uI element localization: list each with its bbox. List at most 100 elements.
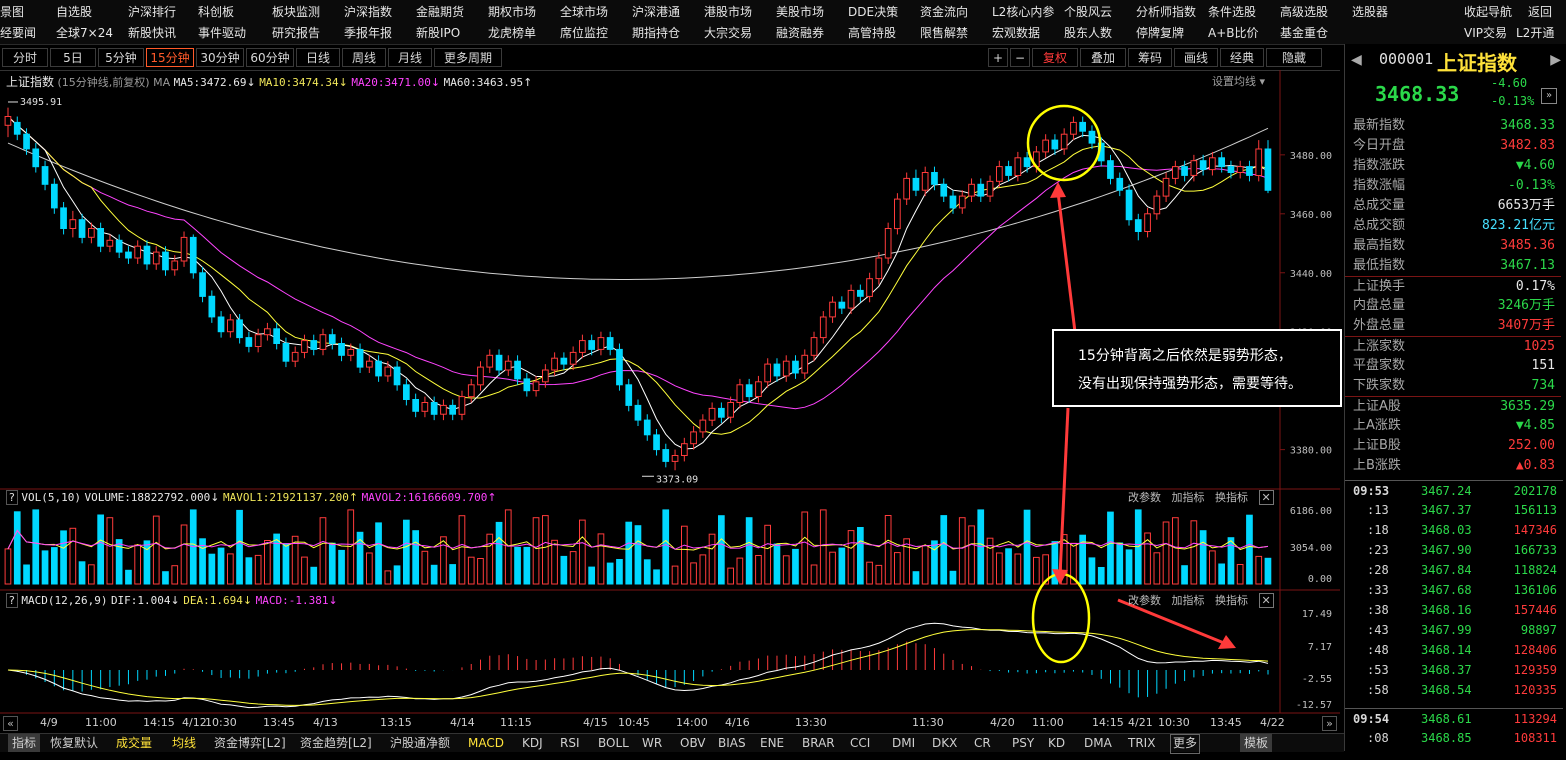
x-axis-label[interactable]: 4/20 xyxy=(990,716,1015,729)
tick-price[interactable]: 3468.37 xyxy=(1421,663,1472,677)
quote-row[interactable]: 最低指数 3467.13 xyxy=(1345,256,1561,276)
quote-label[interactable]: 上证B股 xyxy=(1353,438,1401,453)
tick-price[interactable]: 3468.54 xyxy=(1421,683,1472,697)
tool-chips[interactable]: 筹码 xyxy=(1128,48,1172,67)
tick-price[interactable]: 3468.14 xyxy=(1421,643,1472,657)
x-axis-label[interactable]: 11:30 xyxy=(912,716,944,729)
menu-item[interactable]: 返回 xyxy=(1528,5,1553,19)
menu-item[interactable]: L2开通 xyxy=(1516,26,1555,40)
tick-row[interactable]: 09:53 3467.24 202178 xyxy=(1345,480,1563,501)
x-axis-label[interactable]: 13:45 xyxy=(1210,716,1242,729)
tool-hide[interactable]: 隐藏 xyxy=(1266,48,1322,67)
tick-row[interactable]: :38 3468.16 157446 xyxy=(1345,600,1563,620)
x-axis-label[interactable]: 14:15 xyxy=(143,716,175,729)
indicator-tab[interactable]: BIAS xyxy=(718,736,746,750)
x-axis-label[interactable]: 11:00 xyxy=(85,716,117,729)
menu-item[interactable]: 沪深排行 xyxy=(128,5,177,19)
quote-label[interactable]: 上B涨跌 xyxy=(1353,458,1401,473)
tick-time[interactable]: :23 xyxy=(1367,543,1389,557)
quote-value[interactable]: 823.21亿元 xyxy=(1482,218,1555,233)
quote-label[interactable]: 指数涨幅 xyxy=(1353,178,1406,193)
quote-value[interactable]: 3482.83 xyxy=(1500,138,1555,153)
quote-value[interactable]: ▼4.85 xyxy=(1515,418,1555,433)
quote-row[interactable]: 上B涨跌 ▲0.83 xyxy=(1345,456,1561,476)
macd-switch-indicator[interactable]: 换指标 xyxy=(1215,594,1248,607)
tool-classic[interactable]: 经典 xyxy=(1220,48,1264,67)
quote-row[interactable]: 上A涨跌 ▼4.85 xyxy=(1345,416,1561,436)
quote-label[interactable]: 上证A股 xyxy=(1353,399,1401,414)
close-icon[interactable]: ✕ xyxy=(1258,593,1274,608)
x-axis-label[interactable]: 4/14 xyxy=(450,716,475,729)
tick-price[interactable]: 3468.85 xyxy=(1421,731,1472,745)
tick-price[interactable]: 3468.61 xyxy=(1421,712,1472,726)
menu-item[interactable]: 全球7×24 xyxy=(56,26,113,40)
tick-row[interactable]: :33 3467.68 136106 xyxy=(1345,580,1563,600)
tick-volume[interactable]: 113294 xyxy=(1513,712,1557,726)
period-tab[interactable]: 日线 xyxy=(296,48,340,67)
menu-item[interactable]: 股东人数 xyxy=(1064,26,1113,40)
x-axis-label[interactable]: 4/16 xyxy=(725,716,750,729)
menu-item[interactable]: 自选股 xyxy=(56,5,93,19)
quote-row[interactable]: 指数涨跌 ▼4.60 xyxy=(1345,156,1561,176)
menu-item[interactable]: 事件驱动 xyxy=(198,26,247,40)
kline-chart[interactable]: 3480.003460.003440.003420.003400.003380.… xyxy=(0,70,1340,760)
tick-row[interactable]: 09:54 3468.61 113294 xyxy=(1345,708,1563,729)
quote-label[interactable]: 总成交额 xyxy=(1353,218,1406,233)
x-axis-label[interactable]: 4/22 xyxy=(1260,716,1285,729)
quote-value[interactable]: ▼4.60 xyxy=(1515,158,1555,173)
tick-time[interactable]: :38 xyxy=(1367,603,1389,617)
quote-label[interactable]: 上涨家数 xyxy=(1353,339,1406,354)
indicator-tab[interactable]: 恢复默认 xyxy=(50,736,99,750)
menu-item[interactable]: 季报年报 xyxy=(344,26,393,40)
tick-volume[interactable]: 202178 xyxy=(1513,484,1557,498)
tick-price[interactable]: 3467.99 xyxy=(1421,623,1472,637)
period-tab[interactable]: 15分钟 xyxy=(146,48,194,67)
menu-item[interactable]: A+B比价 xyxy=(1208,26,1259,40)
scroll-left-icon[interactable]: « xyxy=(3,716,18,731)
tick-row[interactable]: :43 3467.99 98897 xyxy=(1345,620,1563,640)
tick-row[interactable]: :08 3468.85 108311 xyxy=(1345,728,1563,748)
quote-value[interactable]: ▲0.83 xyxy=(1515,458,1555,473)
x-axis-label[interactable]: 4/9 xyxy=(40,716,58,729)
menu-item[interactable]: 个股风云 xyxy=(1064,5,1113,19)
quote-value[interactable]: 3485.36 xyxy=(1500,238,1555,253)
quote-value[interactable]: 3407万手 xyxy=(1497,318,1555,333)
menu-item[interactable]: 收起导航 xyxy=(1464,5,1513,19)
menu-item[interactable]: 停牌复牌 xyxy=(1136,26,1185,40)
menu-item[interactable]: VIP交易 xyxy=(1464,26,1507,40)
indicator-tab[interactable]: 资金博弈[L2] xyxy=(214,736,286,750)
menu-item[interactable]: 期指持仓 xyxy=(632,26,681,40)
tool-minus[interactable]: − xyxy=(1010,48,1030,67)
question-icon[interactable]: ? xyxy=(6,593,18,608)
quote-row[interactable]: 总成交额 823.21亿元 xyxy=(1345,216,1561,236)
tick-time[interactable]: :08 xyxy=(1367,731,1389,745)
quote-value[interactable]: 3468.33 xyxy=(1500,118,1555,133)
quote-label[interactable]: 上A涨跌 xyxy=(1353,418,1401,433)
menu-item[interactable]: 沪深港通 xyxy=(632,5,681,19)
x-axis-label[interactable]: 4/21 xyxy=(1128,716,1153,729)
indicator-tab[interactable]: PSY xyxy=(1012,736,1035,750)
quote-value[interactable]: 3635.29 xyxy=(1500,399,1555,414)
quote-label[interactable]: 最高指数 xyxy=(1353,238,1406,253)
chevron-left-icon[interactable]: ◀ xyxy=(1351,52,1362,68)
indicator-tab[interactable]: 更多 xyxy=(1170,734,1201,754)
quote-row[interactable]: 今日开盘 3482.83 xyxy=(1345,136,1561,156)
quote-row[interactable]: 最新指数 3468.33 xyxy=(1345,116,1561,136)
quote-row[interactable]: 指数涨幅 -0.13% xyxy=(1345,176,1561,196)
indicator-tab[interactable]: 模板 xyxy=(1240,734,1273,752)
menu-item[interactable]: 基金重仓 xyxy=(1280,26,1329,40)
tick-price[interactable]: 3467.24 xyxy=(1421,484,1472,498)
period-tab[interactable]: 5分钟 xyxy=(98,48,144,67)
menu-item[interactable]: DDE决策 xyxy=(848,5,899,19)
menu-item[interactable]: 板块监测 xyxy=(272,5,321,19)
period-tab[interactable]: 30分钟 xyxy=(196,48,244,67)
quote-row[interactable]: 平盘家数 151 xyxy=(1345,356,1561,376)
tick-time[interactable]: 09:53 xyxy=(1353,484,1390,498)
indicator-tab[interactable]: 均线 xyxy=(172,736,197,750)
x-axis-label[interactable]: 13:15 xyxy=(380,716,412,729)
menu-item[interactable]: 大宗交易 xyxy=(704,26,753,40)
expand-icon[interactable]: » xyxy=(1541,88,1557,104)
quote-value[interactable]: -0.13% xyxy=(1508,178,1555,193)
quote-label[interactable]: 指数涨跌 xyxy=(1353,158,1406,173)
tool-overlay[interactable]: 叠加 xyxy=(1080,48,1126,67)
